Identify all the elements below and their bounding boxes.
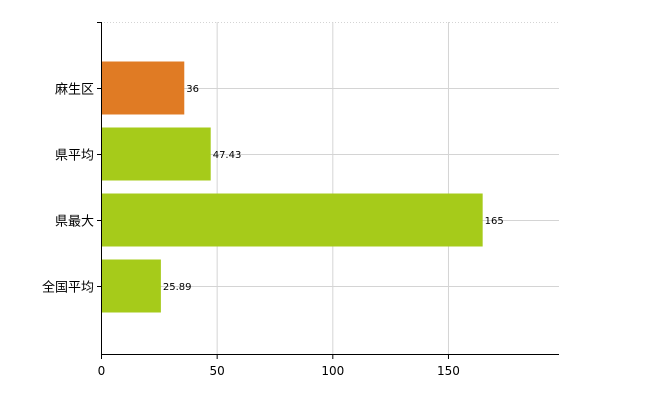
bar-1	[101, 127, 211, 181]
bars	[101, 61, 483, 313]
category-label-1: 県平均	[55, 149, 94, 164]
bar-2	[101, 193, 483, 247]
x-tick-label-3: 150	[437, 364, 460, 378]
category-label-2: 県最大	[55, 215, 94, 230]
data-label-0: 36	[186, 84, 199, 95]
category-label-0: 麻生区	[55, 83, 94, 98]
category-label-3: 全国平均	[42, 280, 94, 296]
data-label-3: 25.89	[163, 282, 192, 293]
data-label-1: 47.43	[213, 150, 242, 161]
data-label-2: 165	[485, 216, 504, 227]
x-tick-label-2: 100	[321, 364, 344, 378]
x-tick-label-1: 50	[210, 364, 225, 378]
bar-3	[101, 259, 161, 313]
axes	[97, 22, 559, 359]
bar-0	[101, 61, 185, 115]
x-tick-label-0: 0	[98, 364, 106, 378]
